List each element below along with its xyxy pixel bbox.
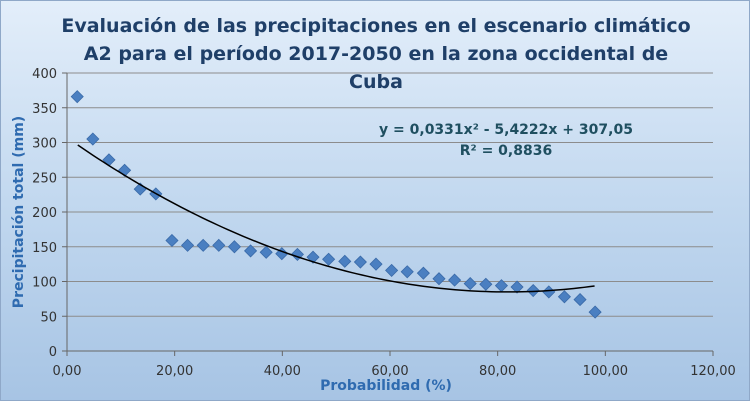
data-point	[526, 283, 540, 298]
data-point	[322, 252, 336, 266]
data-point	[165, 233, 179, 248]
y-tick-label: 200	[32, 206, 57, 221]
y-tick-label: 300	[32, 137, 57, 152]
y-axis-title: Precipitación total (mm)	[11, 116, 27, 308]
data-point	[338, 254, 352, 268]
chart-title-line-2: A2 para el período 2017-2050 en la zona …	[83, 43, 669, 65]
data-point	[510, 280, 524, 294]
x-tick-label: 20,00	[156, 364, 193, 379]
data-point	[448, 273, 462, 287]
data-point	[369, 257, 383, 271]
x-tick-label: 40,00	[264, 364, 301, 379]
data-point	[102, 153, 116, 167]
x-axis-title: Probabilidad (%)	[320, 378, 452, 394]
data-point	[259, 245, 273, 259]
x-tick-label: 100,00	[583, 364, 629, 379]
chart-title-line-3: Cuba	[349, 71, 403, 93]
data-point	[196, 238, 210, 252]
y-tick-label: 400	[32, 67, 57, 82]
data-points	[70, 90, 602, 319]
data-point	[573, 293, 587, 307]
data-point	[353, 255, 367, 269]
y-tick-label: 250	[32, 171, 57, 186]
trendline-r2: R² = 0,8836	[460, 143, 552, 159]
trendline-equation: y = 0,0331x² - 5,4222x + 307,05	[379, 122, 633, 138]
data-point	[432, 272, 446, 286]
data-point	[181, 238, 195, 252]
data-point	[212, 238, 226, 252]
x-tick-label: 80,00	[479, 364, 516, 379]
data-point	[416, 266, 430, 280]
trendline-layer	[77, 144, 595, 293]
data-point	[400, 265, 414, 279]
chart-title-line-1: Evaluación de las precipitaciones en el …	[61, 15, 691, 37]
x-tick-label: 120,00	[690, 364, 736, 379]
gridlines	[67, 72, 713, 317]
data-point	[70, 90, 84, 104]
data-point	[542, 285, 556, 299]
trendline	[77, 144, 595, 293]
data-point	[463, 277, 477, 291]
data-point	[86, 132, 100, 146]
y-tick-label: 350	[32, 102, 57, 117]
x-tick-label: 60,00	[371, 364, 408, 379]
y-tick-label: 100	[32, 276, 57, 291]
y-tick-label: 50	[40, 310, 57, 325]
data-point	[588, 305, 602, 319]
y-tick-label: 150	[32, 241, 57, 256]
data-point	[557, 290, 571, 304]
x-tick-label: 0,00	[53, 364, 82, 379]
axes: 0 50 100 150 200 250 300 350 400 0,00 20,00 40,00 60…	[32, 67, 736, 379]
data-point	[479, 277, 493, 291]
data-point	[385, 263, 399, 277]
y-tick-label: 0	[49, 345, 57, 360]
data-point	[244, 244, 258, 258]
data-point	[227, 240, 241, 254]
